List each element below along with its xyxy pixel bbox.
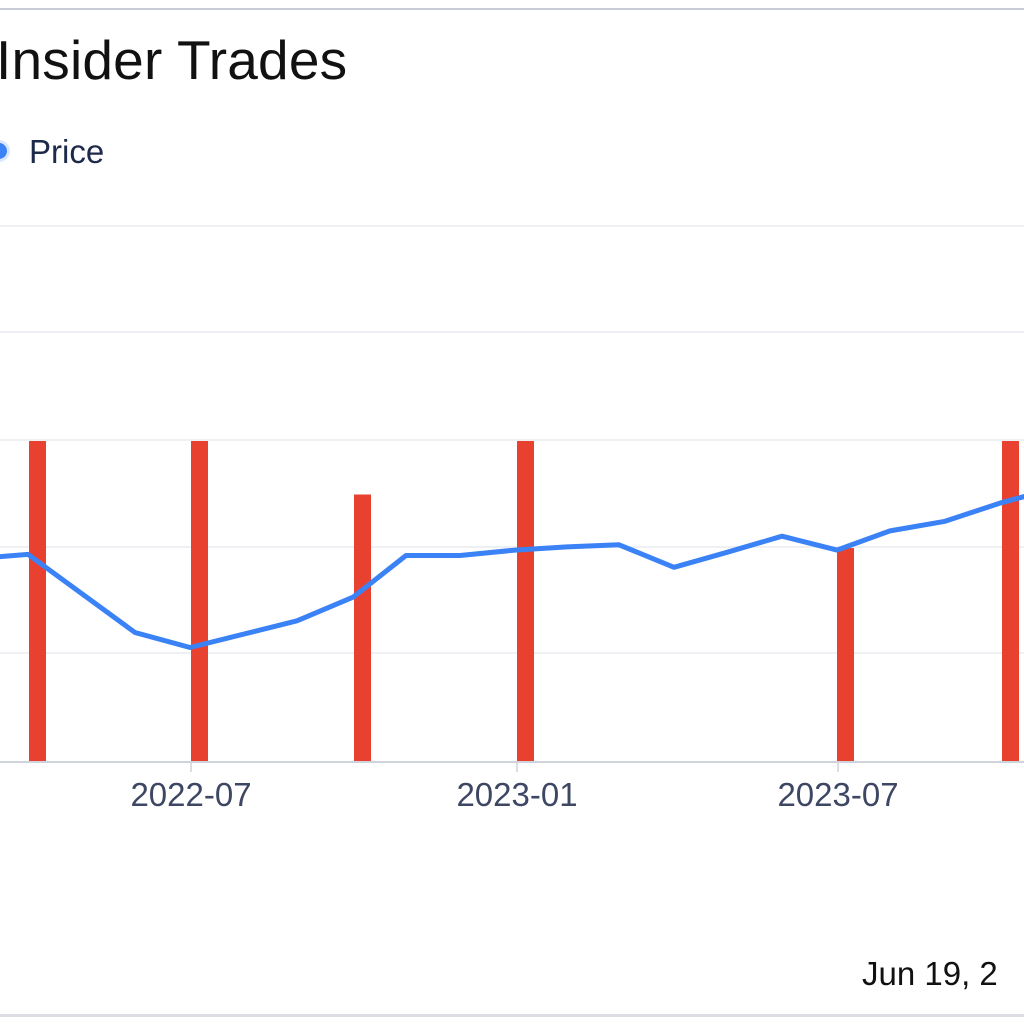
chart-frame-top-border <box>0 8 1024 10</box>
date-stamp: Jun 19, 2 <box>862 955 998 992</box>
chart-frame-bottom-border <box>0 1014 1024 1017</box>
insider-trade-bar[interactable] <box>1002 441 1019 762</box>
x-tick-label: 2023-01 <box>456 776 577 813</box>
insider-trade-bar[interactable] <box>837 548 854 762</box>
insider-trade-bars <box>29 441 1019 762</box>
gridlines <box>0 225 1024 654</box>
circle-marker-icon <box>0 143 7 159</box>
price-line <box>0 494 1024 650</box>
chart-title: Insider Trades <box>0 29 348 91</box>
legend-item-price[interactable]: Price <box>0 132 140 172</box>
x-tick-label: 2022-07 <box>130 776 251 813</box>
x-tick-label: 2023-07 <box>777 776 898 813</box>
legend-label-price: Price <box>29 133 105 170</box>
x-axis-ticks: 2022-07 2023-01 2023-07 <box>130 762 899 813</box>
insider-trade-bar[interactable] <box>29 441 46 762</box>
insider-trade-bar[interactable] <box>191 441 208 762</box>
insider-trade-bar[interactable] <box>517 441 534 762</box>
insider-trade-bar[interactable] <box>354 494 371 763</box>
chart-legend: Price <box>0 132 140 172</box>
